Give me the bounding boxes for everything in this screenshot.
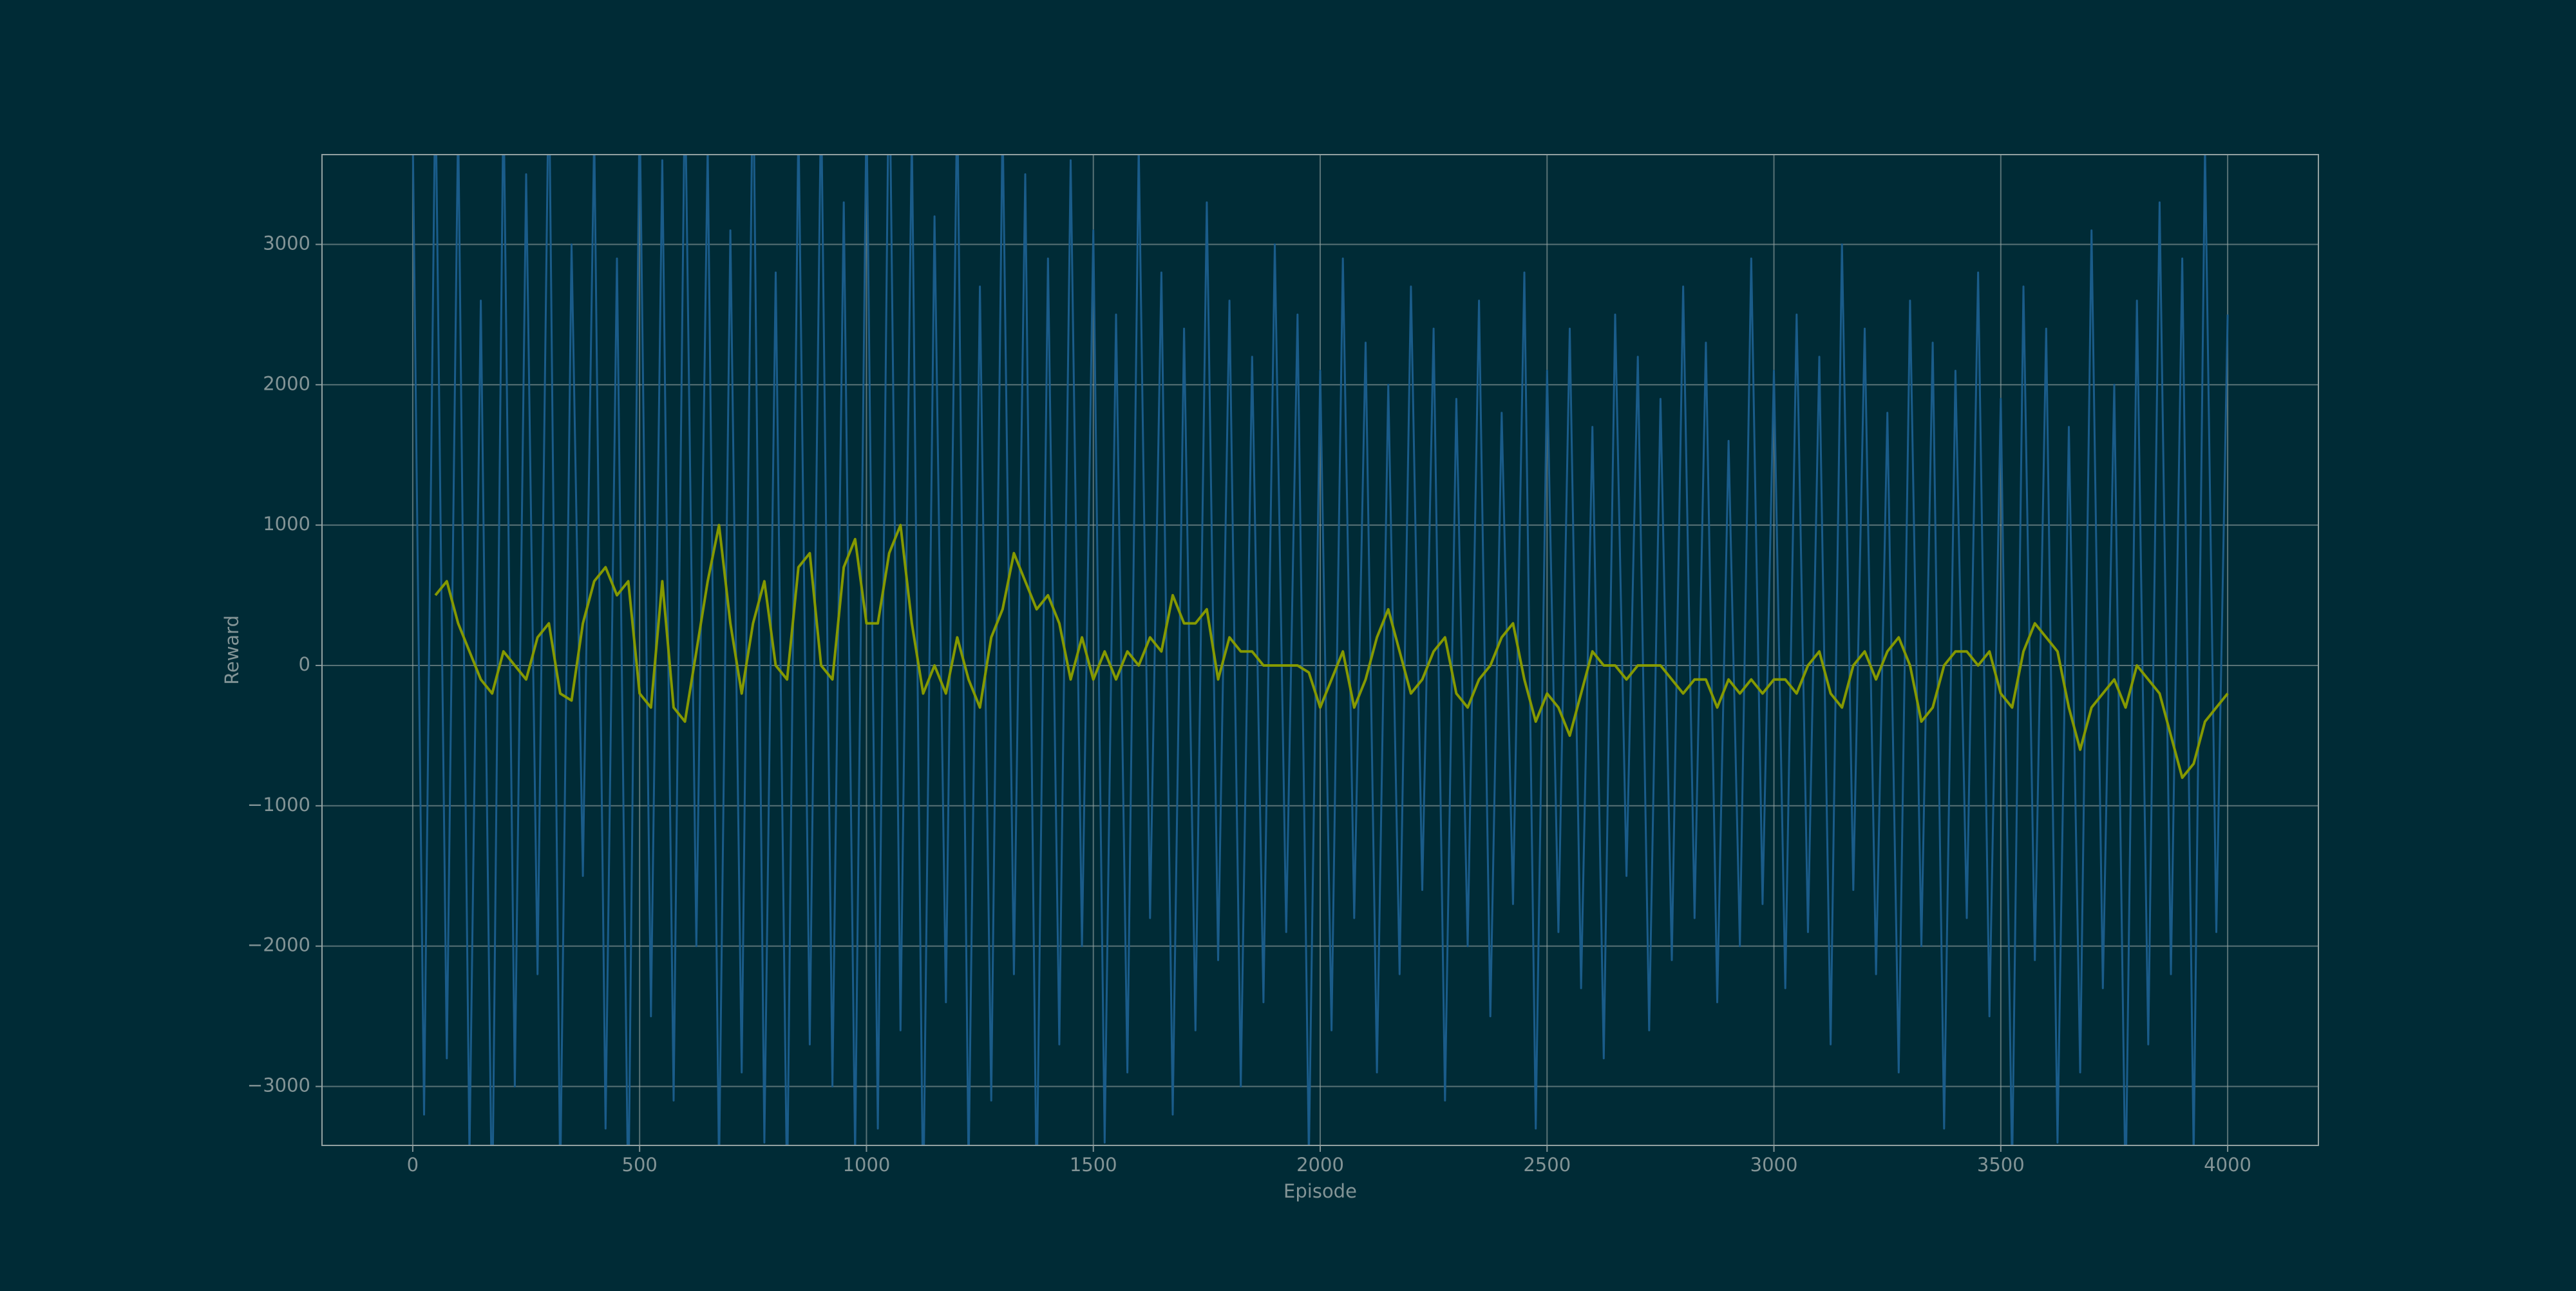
series-line (434, 524, 2229, 779)
x-tick-label: 500 (622, 1154, 658, 1176)
plot-frame (321, 154, 2319, 1146)
x-tick-label: 0 (407, 1154, 419, 1176)
x-tick-label: 2500 (1523, 1154, 1571, 1176)
y-tick-label: 2000 (263, 372, 310, 394)
x-tick-label: 1000 (843, 1154, 891, 1176)
y-tick-label: −2000 (247, 934, 310, 956)
x-tick-label: 1500 (1070, 1154, 1117, 1176)
x-tick-label: 3000 (1750, 1154, 1798, 1176)
x-axis-label: Episode (1283, 1180, 1357, 1202)
x-tick-label: 3500 (1977, 1154, 2025, 1176)
plot-lines (412, 155, 2229, 1145)
y-tick-label: 0 (299, 653, 310, 675)
y-tick-label: 1000 (263, 513, 310, 535)
series-line (412, 155, 2229, 1145)
x-tick-label: 4000 (2204, 1154, 2251, 1176)
y-tick-label: −1000 (247, 794, 310, 816)
y-axis-label: Reward (221, 615, 243, 685)
x-tick-label: 2000 (1296, 1154, 1344, 1176)
y-tick-label: 3000 (263, 232, 310, 254)
y-tick-label: −3000 (247, 1075, 310, 1096)
